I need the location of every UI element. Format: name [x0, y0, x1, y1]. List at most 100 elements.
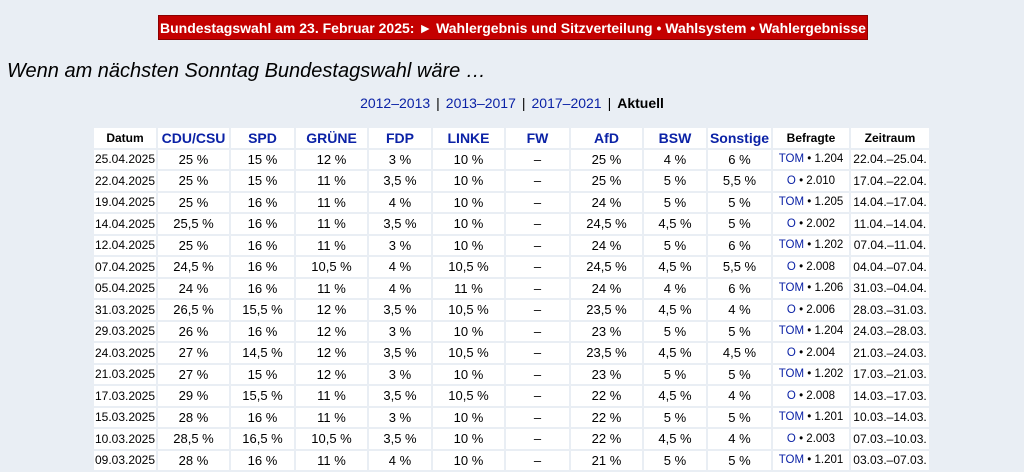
table-row: 07.04.2025 24,5 % 16 % 10,5 % 4 % 10,5 % –24,5…	[94, 257, 929, 277]
column-header-cdu-csu[interactable]: CDU/CSU	[158, 128, 229, 148]
column-header-bsw[interactable]: BSW	[644, 128, 706, 148]
respondent-count: • 1.201	[807, 454, 844, 467]
date-cell: 17.03.2025	[94, 386, 156, 406]
column-header-linke[interactable]: LINKE	[433, 128, 504, 148]
table-row: 25.04.2025 25 % 15 % 12 % 3 % 10 % –25 % 4 % 6 %…	[94, 149, 929, 169]
percent-cell: 6 %	[708, 278, 771, 298]
percent-cell: 29 %	[158, 386, 229, 406]
percent-cell: 10 %	[433, 214, 504, 234]
percent-cell: 10,5 %	[296, 429, 367, 449]
period-cell: 31.03.–04.04.	[851, 278, 929, 298]
percent-cell: –	[506, 149, 569, 169]
respondents-cell: O • 2.004	[773, 343, 849, 363]
percent-cell: 3,5 %	[369, 214, 431, 234]
institute-link[interactable]: TOM	[778, 239, 805, 252]
respondent-count: • 2.008	[799, 389, 836, 402]
date-cell: 31.03.2025	[94, 300, 156, 320]
percent-cell: –	[506, 321, 569, 341]
percent-cell: 4 %	[708, 429, 771, 449]
percent-cell: 23,5 %	[571, 300, 642, 320]
institute-link[interactable]: O	[786, 389, 796, 402]
percent-cell: 11 %	[296, 235, 367, 255]
percent-cell: 10 %	[433, 364, 504, 384]
period-link-2012-2013[interactable]: 2012–2013	[360, 95, 431, 111]
percent-cell: 6 %	[708, 149, 771, 169]
percent-cell: 16 %	[231, 450, 294, 470]
percent-cell: 10 %	[433, 149, 504, 169]
respondent-count: • 1.206	[807, 282, 844, 295]
period-cell: 21.03.–24.03.	[851, 343, 929, 363]
institute-link[interactable]: O	[786, 174, 796, 187]
percent-cell: 5 %	[708, 364, 771, 384]
separator: |	[607, 95, 612, 111]
percent-cell: 5 %	[644, 450, 706, 470]
percent-cell: 23,5 %	[571, 343, 642, 363]
column-header-grüne[interactable]: GRÜNE	[296, 128, 367, 148]
percent-cell: 24,5 %	[571, 257, 642, 277]
percent-cell: 4 %	[708, 300, 771, 320]
institute-link[interactable]: TOM	[778, 325, 805, 338]
percent-cell: 5 %	[644, 364, 706, 384]
percent-cell: 4 %	[644, 149, 706, 169]
percent-cell: 28 %	[158, 407, 229, 427]
column-header-sonstige[interactable]: Sonstige	[708, 128, 771, 148]
table-row: 09.03.2025 28 % 16 % 11 % 4 % 10 % –21 % 5 % 5 %…	[94, 450, 929, 470]
institute-link[interactable]: O	[786, 217, 796, 230]
percent-cell: 10 %	[433, 321, 504, 341]
percent-cell: 25 %	[158, 235, 229, 255]
institute-link[interactable]: TOM	[778, 411, 805, 424]
percent-cell: –	[506, 278, 569, 298]
percent-cell: 11 %	[296, 386, 367, 406]
percent-cell: 11 %	[296, 407, 367, 427]
institute-link[interactable]: TOM	[778, 196, 805, 209]
percent-cell: 15,5 %	[231, 386, 294, 406]
institute-link[interactable]: O	[786, 260, 796, 273]
percent-cell: 27 %	[158, 343, 229, 363]
percent-cell: 3 %	[369, 235, 431, 255]
institute-link[interactable]: TOM	[778, 282, 805, 295]
percent-cell: 3,5 %	[369, 171, 431, 191]
period-cell: 07.03.–10.03.	[851, 429, 929, 449]
election-banner[interactable]: Bundestagswahl am 23. Februar 2025: ► Wa…	[158, 15, 868, 40]
institute-link[interactable]: O	[786, 303, 796, 316]
column-header-afd[interactable]: AfD	[571, 128, 642, 148]
table-row: 22.04.2025 25 % 15 % 11 % 3,5 % 10 % –25 % 5 % 5…	[94, 171, 929, 191]
institute-link[interactable]: O	[786, 432, 796, 445]
percent-cell: 11 %	[296, 214, 367, 234]
period-link-2017-2021[interactable]: 2017–2021	[531, 95, 602, 111]
institute-link[interactable]: TOM	[778, 153, 805, 166]
institute-link[interactable]: TOM	[778, 454, 805, 467]
percent-cell: 3 %	[369, 364, 431, 384]
column-header-zeitraum: Zeitraum	[851, 128, 929, 148]
column-header-spd[interactable]: SPD	[231, 128, 294, 148]
column-header-fdp[interactable]: FDP	[369, 128, 431, 148]
date-cell: 22.04.2025	[94, 171, 156, 191]
table-row: 21.03.2025 27 % 15 % 12 % 3 % 10 % –23 % 5 % 5 %…	[94, 364, 929, 384]
percent-cell: 5 %	[708, 407, 771, 427]
percent-cell: 12 %	[296, 300, 367, 320]
period-link-2013-2017[interactable]: 2013–2017	[445, 95, 516, 111]
percent-cell: 25,5 %	[158, 214, 229, 234]
institute-link[interactable]: TOM	[778, 368, 805, 381]
period-cell: 14.04.–17.04.	[851, 192, 929, 212]
column-header-datum: Datum	[94, 128, 156, 148]
percent-cell: 5 %	[708, 450, 771, 470]
date-cell: 19.04.2025	[94, 192, 156, 212]
column-header-fw[interactable]: FW	[506, 128, 569, 148]
percent-cell: 24,5 %	[158, 257, 229, 277]
percent-cell: 5 %	[708, 321, 771, 341]
percent-cell: 5 %	[644, 171, 706, 191]
percent-cell: 16 %	[231, 192, 294, 212]
percent-cell: 26 %	[158, 321, 229, 341]
institute-link[interactable]: O	[786, 346, 796, 359]
percent-cell: 3,5 %	[369, 343, 431, 363]
respondent-count: • 1.204	[807, 153, 844, 166]
percent-cell: 22 %	[571, 386, 642, 406]
period-cell: 04.04.–07.04.	[851, 257, 929, 277]
table-row: 19.04.2025 25 % 16 % 11 % 4 % 10 % –24 % 5 % 5 %…	[94, 192, 929, 212]
date-cell: 05.04.2025	[94, 278, 156, 298]
percent-cell: 3 %	[369, 407, 431, 427]
percent-cell: 4,5 %	[644, 214, 706, 234]
table-row: 29.03.2025 26 % 16 % 12 % 3 % 10 % –23 % 5 % 5 %…	[94, 321, 929, 341]
percent-cell: 26,5 %	[158, 300, 229, 320]
